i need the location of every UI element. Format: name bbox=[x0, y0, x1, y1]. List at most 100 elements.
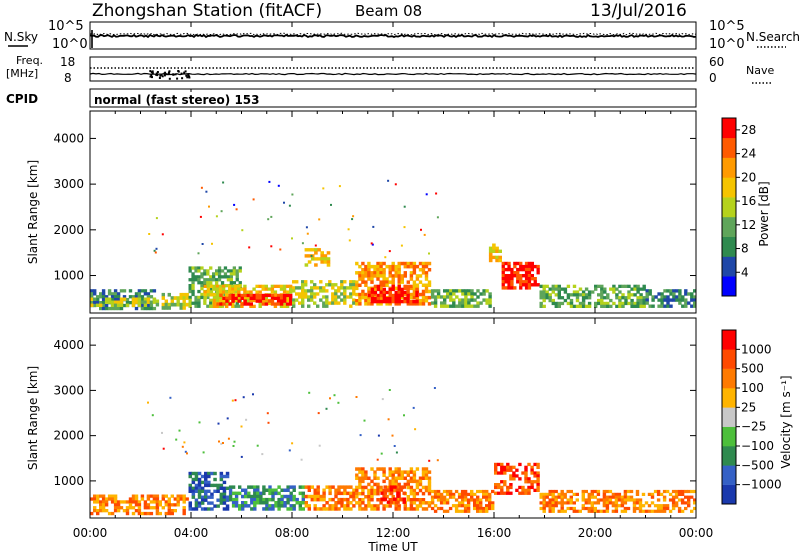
power-cell bbox=[101, 301, 106, 305]
velocity-cell bbox=[406, 485, 410, 490]
velocity-cell bbox=[569, 506, 573, 511]
power-cell bbox=[504, 267, 508, 272]
power-cell bbox=[400, 277, 404, 281]
power-cell bbox=[292, 286, 296, 290]
velocity-cell bbox=[587, 495, 591, 499]
velocity-cell bbox=[113, 500, 118, 504]
power-cell bbox=[326, 260, 331, 264]
power-cell bbox=[295, 286, 299, 290]
power-cell bbox=[554, 287, 558, 291]
power-cell bbox=[510, 277, 514, 281]
velocity-cell bbox=[143, 500, 148, 504]
power-cell bbox=[328, 280, 332, 284]
power-cell bbox=[331, 283, 335, 287]
velocity-cell bbox=[406, 473, 410, 477]
power-cell bbox=[140, 298, 145, 302]
power-cell bbox=[217, 275, 222, 279]
velocity-cell bbox=[500, 471, 504, 475]
velocity-cell bbox=[134, 500, 139, 504]
power-cell bbox=[355, 283, 359, 287]
power-cell bbox=[522, 283, 526, 287]
power-cell bbox=[298, 286, 302, 290]
power-cell bbox=[530, 264, 534, 269]
velocity-echo bbox=[393, 445, 396, 447]
power-cell bbox=[476, 301, 480, 305]
velocity-cell bbox=[101, 503, 106, 507]
velocity-cell bbox=[274, 504, 278, 508]
power-cell bbox=[355, 271, 359, 275]
velocity-echo bbox=[288, 449, 291, 452]
velocity-cell bbox=[680, 498, 685, 502]
velocity-cell bbox=[623, 489, 628, 494]
power-echo bbox=[347, 228, 350, 231]
velocity-cell bbox=[110, 500, 115, 504]
power-cell bbox=[282, 293, 287, 298]
power-cell bbox=[325, 295, 329, 299]
velocity-ylabel: Slant Range [km] bbox=[26, 366, 40, 470]
velocity-cell bbox=[454, 504, 459, 508]
velocity-cell bbox=[247, 491, 251, 496]
power-cell bbox=[191, 278, 195, 282]
velocity-cell bbox=[194, 507, 199, 511]
power-cell bbox=[470, 292, 474, 296]
velocity-cell bbox=[620, 498, 625, 502]
power-cell bbox=[223, 275, 228, 279]
power-cell bbox=[252, 293, 256, 298]
velocity-cell bbox=[503, 471, 507, 475]
velocity-cell bbox=[533, 462, 537, 467]
power-cell bbox=[217, 272, 222, 276]
power-cell bbox=[134, 292, 139, 296]
power-cell bbox=[382, 280, 386, 284]
velocity-cell bbox=[173, 509, 177, 513]
velocity-cell bbox=[488, 506, 492, 511]
velocity-cell bbox=[213, 504, 217, 508]
power-cell bbox=[433, 301, 438, 305]
velocity-cell bbox=[617, 498, 622, 502]
velocity-cell bbox=[509, 465, 513, 469]
power-cell bbox=[107, 306, 112, 311]
velocity-cell bbox=[176, 503, 180, 507]
velocity-cell bbox=[228, 491, 233, 496]
velocity-cell bbox=[119, 500, 124, 504]
velocity-cell bbox=[427, 470, 432, 474]
power-cell bbox=[289, 296, 293, 300]
power-cell bbox=[415, 277, 420, 281]
velocity-cell bbox=[292, 488, 296, 492]
power-cell bbox=[131, 303, 136, 307]
power-echo bbox=[435, 192, 438, 195]
power-cell bbox=[427, 283, 432, 287]
velocity-cell bbox=[265, 488, 269, 492]
velocity-echo bbox=[202, 451, 205, 454]
power-cell bbox=[513, 261, 517, 266]
power-cell bbox=[669, 298, 673, 302]
power-echo bbox=[153, 249, 156, 252]
power-cell bbox=[179, 292, 183, 297]
velocity-cell bbox=[527, 462, 531, 467]
velocity-cell bbox=[479, 509, 483, 513]
velocity-cell bbox=[503, 483, 507, 487]
velocity-cell bbox=[557, 501, 561, 505]
power-cell bbox=[498, 258, 502, 263]
velocity-cell bbox=[677, 492, 682, 496]
velocity-cell bbox=[244, 491, 248, 496]
velocity-cell bbox=[283, 488, 287, 492]
power-cell bbox=[657, 304, 661, 308]
power-cell bbox=[433, 295, 438, 299]
velocity-cell bbox=[125, 511, 130, 516]
power-cell bbox=[137, 295, 142, 299]
power-cell bbox=[678, 289, 682, 293]
velocity-cell bbox=[454, 509, 459, 513]
power-cell bbox=[179, 306, 183, 310]
velocity-cell bbox=[421, 476, 426, 480]
power-cell bbox=[155, 299, 160, 304]
velocity-cell bbox=[328, 485, 332, 489]
power-cell bbox=[289, 302, 293, 306]
power-cell bbox=[639, 301, 643, 306]
velocity-cell bbox=[635, 498, 640, 502]
power-cell bbox=[325, 301, 329, 305]
velocity-cell bbox=[107, 511, 112, 516]
power-cell bbox=[167, 306, 171, 310]
velocity-cell bbox=[524, 465, 528, 469]
velocity-cell bbox=[307, 504, 311, 508]
velocity-cell bbox=[439, 492, 444, 496]
